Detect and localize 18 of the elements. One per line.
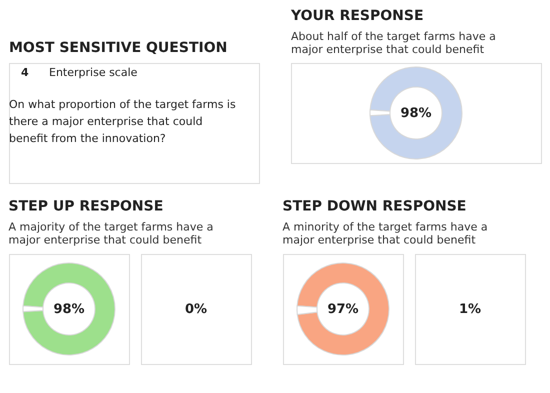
chart-subtitle: About half of the target farms have a major enterprise that could benefit — [291, 30, 496, 56]
text: On what proportion of the target farms is there a major enterprise that could benefit from the innovation? — [9, 98, 236, 145]
donut-slice — [370, 66, 462, 160]
donut-slice — [296, 262, 390, 356]
chart-subtitle: A majority of the target farms have a major enterprise that could benefit — [8, 220, 214, 246]
data-label: 98% — [53, 302, 85, 317]
chart-title: YOUR RESPONSE — [290, 8, 424, 24]
data-label: 98% — [400, 106, 432, 121]
text: 1% — [458, 302, 482, 317]
chart-title: STEP UP RESPONSE — [8, 198, 164, 214]
text: Enterprise scale — [49, 66, 138, 79]
chart-subtitle: A minority of the target farms have a major enterprise that could benefit — [282, 220, 488, 246]
text: 0% — [184, 302, 208, 317]
donut-slice — [22, 262, 116, 356]
chart-title: STEP DOWN RESPONSE — [282, 198, 466, 214]
data-label: 97% — [327, 302, 359, 317]
text: MOST SENSITIVE QUESTION — [9, 40, 228, 56]
text: 4 — [21, 66, 29, 79]
